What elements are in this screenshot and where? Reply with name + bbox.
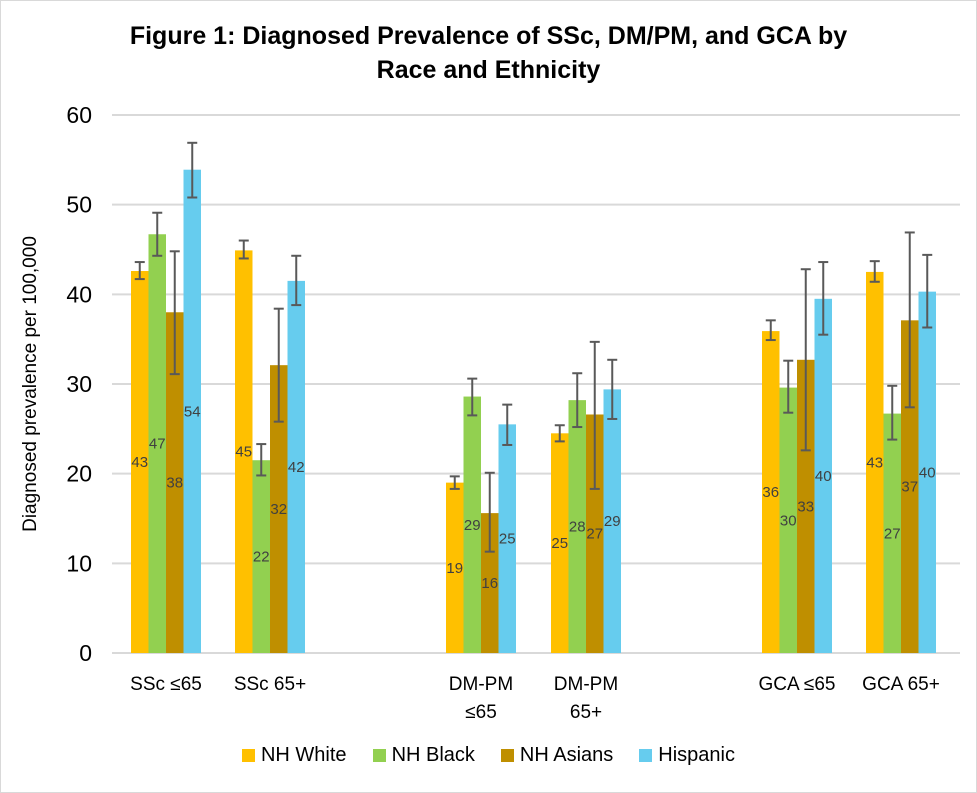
data-label: 27 — [884, 525, 901, 542]
bar — [883, 413, 901, 653]
legend-label: NH Black — [391, 744, 475, 766]
data-label: 36 — [762, 484, 779, 501]
data-label: 27 — [586, 526, 603, 543]
legend-item: NH White — [241, 744, 347, 767]
legend-swatch — [241, 749, 255, 762]
bar — [148, 234, 166, 654]
bar — [131, 271, 149, 653]
data-label: 45 — [235, 444, 252, 461]
x-tick-label-line2: ≤65 — [465, 702, 497, 723]
bar — [603, 389, 621, 653]
x-tick-label: SSc 65+ — [234, 674, 306, 695]
legend-item: Hispanic — [639, 744, 735, 767]
x-tick-label: GCA ≤65 — [759, 674, 836, 695]
data-label: 38 — [166, 475, 183, 492]
bar — [762, 331, 780, 653]
data-label: 42 — [288, 459, 305, 476]
data-label: 19 — [446, 560, 463, 577]
bar — [481, 513, 499, 653]
bar — [463, 396, 481, 653]
data-label: 47 — [149, 436, 166, 453]
legend: NH White NH Black NH Asians Hispanic — [0, 744, 977, 767]
data-label: 29 — [464, 517, 481, 534]
data-label: 32 — [270, 501, 287, 518]
data-label: 29 — [604, 513, 621, 530]
data-label: 28 — [569, 519, 586, 536]
data-label: 43 — [131, 454, 148, 471]
bar — [166, 312, 184, 653]
x-tick-label: DM-PM — [449, 674, 513, 695]
data-label: 30 — [780, 512, 797, 529]
legend-swatch — [639, 749, 653, 762]
y-tick-label: 20 — [66, 461, 92, 487]
legend-item: NH Asians — [500, 744, 614, 767]
bar — [235, 250, 253, 653]
bar — [901, 320, 919, 653]
y-tick-label: 10 — [66, 550, 92, 576]
y-axis-label: Diagnosed prevalence per 100,000 — [20, 236, 41, 532]
data-label: 16 — [481, 575, 498, 592]
bar — [586, 414, 604, 653]
data-label: 43 — [866, 454, 883, 471]
bar — [918, 291, 936, 653]
data-label: 33 — [797, 498, 814, 515]
data-label: 40 — [815, 468, 832, 485]
legend-label: NH Asians — [519, 744, 614, 766]
data-label: 22 — [253, 549, 270, 566]
data-label: 25 — [551, 535, 568, 552]
bar — [814, 298, 832, 653]
data-label: 25 — [499, 531, 516, 548]
chart-title-line1: Figure 1: Diagnosed Prevalence of SSc, D… — [129, 22, 848, 50]
bar — [797, 359, 815, 653]
bar — [568, 400, 586, 653]
legend-label: NH White — [260, 744, 347, 766]
x-tick-label: DM-PM — [554, 674, 618, 695]
bar — [446, 482, 464, 653]
bar — [498, 424, 516, 653]
x-tick-label: SSc ≤65 — [130, 674, 202, 695]
y-tick-label: 30 — [66, 371, 92, 397]
data-label: 37 — [901, 479, 918, 496]
bar — [270, 365, 288, 653]
x-tick-label-line2: 65+ — [570, 702, 602, 723]
legend-item: NH Black — [372, 744, 475, 767]
legend-label: Hispanic — [658, 744, 735, 766]
bar — [287, 280, 305, 653]
bar — [183, 169, 201, 654]
bar — [866, 271, 884, 653]
y-tick-label: 40 — [66, 281, 92, 307]
bar — [551, 433, 569, 653]
data-label: 54 — [184, 403, 201, 420]
y-tick-label: 0 — [79, 640, 92, 666]
bar — [252, 460, 270, 653]
data-label: 40 — [919, 464, 936, 481]
legend-swatch — [372, 749, 386, 762]
bar — [779, 387, 797, 653]
x-tick-label: GCA 65+ — [862, 674, 940, 695]
y-tick-label: 50 — [66, 192, 92, 218]
legend-swatch — [500, 749, 514, 762]
y-tick-label: 60 — [66, 102, 92, 128]
chart-title-line2: Race and Ethnicity — [376, 56, 601, 84]
